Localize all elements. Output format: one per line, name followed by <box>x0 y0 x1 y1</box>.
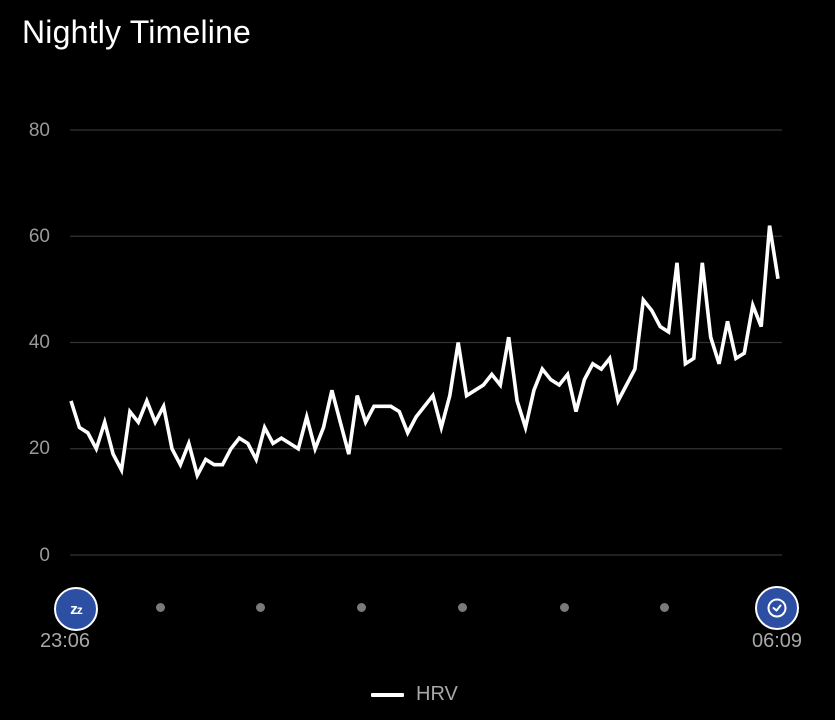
timeline-dot <box>256 603 265 612</box>
timeline-dot <box>156 603 165 612</box>
start-time: 23:06 <box>40 630 91 652</box>
timeline-dot <box>458 603 467 612</box>
timeline-dot <box>357 603 366 612</box>
alarm-clock-icon <box>767 598 787 618</box>
hrv-line <box>69 225 780 481</box>
timeline-dot <box>660 603 669 612</box>
hrv-legend-label: HRV <box>416 683 458 705</box>
y-tick-80: 80 <box>28 120 50 141</box>
gridlines <box>70 129 782 556</box>
y-tick-60: 60 <box>28 226 50 247</box>
y-tick-0: 0 <box>39 545 50 566</box>
y-tick-20: 20 <box>28 438 50 459</box>
sleep-start-marker[interactable]: zz <box>54 587 98 631</box>
chart-legend: HRV <box>371 683 458 706</box>
hrv-legend-swatch <box>371 692 404 697</box>
end-time: 06:09 <box>752 630 803 652</box>
sleep-zz-icon: zz <box>70 600 83 618</box>
page-title: Nightly Timeline <box>22 14 252 50</box>
timeline-dot <box>560 603 569 612</box>
wake-end-marker[interactable] <box>755 586 799 630</box>
y-tick-40: 40 <box>28 332 50 353</box>
